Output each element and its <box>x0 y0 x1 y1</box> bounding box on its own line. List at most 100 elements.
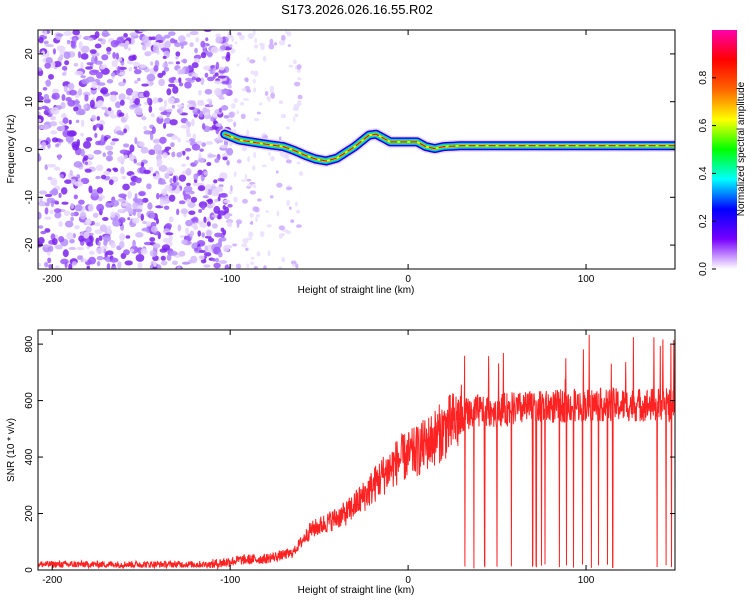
noise-speckle <box>110 200 120 207</box>
noise-speckle <box>246 129 250 136</box>
noise-speckle <box>38 211 42 220</box>
noise-speckle <box>45 79 52 87</box>
noise-speckle <box>191 118 195 127</box>
noise-speckle <box>109 257 119 263</box>
noise-speckle <box>127 190 132 199</box>
noise-speckle <box>212 201 216 207</box>
noise-speckle <box>166 254 172 262</box>
noise-speckle <box>214 80 222 85</box>
noise-speckle <box>44 164 48 171</box>
noise-speckle <box>286 186 293 190</box>
noise-speckle <box>179 235 185 239</box>
noise-speckle <box>153 261 157 268</box>
noise-speckle <box>84 161 89 165</box>
noise-speckle <box>286 31 292 37</box>
noise-speckle <box>97 241 101 247</box>
noise-speckle <box>219 144 229 149</box>
noise-speckle <box>235 263 242 269</box>
noise-speckle <box>204 72 209 78</box>
noise-speckle <box>196 140 203 146</box>
noise-speckle <box>110 211 116 218</box>
noise-speckle <box>221 80 230 85</box>
noise-speckle <box>257 198 262 202</box>
noise-speckle <box>138 191 146 197</box>
noise-speckle <box>166 167 175 175</box>
noise-speckle <box>68 263 73 269</box>
noise-speckle <box>213 262 221 269</box>
noise-speckle <box>51 238 58 246</box>
noise-speckle <box>296 209 300 214</box>
noise-speckle <box>211 223 218 229</box>
noise-speckle <box>160 111 168 116</box>
noise-speckle <box>97 100 104 107</box>
noise-speckle <box>253 265 258 269</box>
noise-speckle <box>64 179 72 184</box>
noise-speckle <box>198 255 205 261</box>
noise-speckle <box>38 190 48 195</box>
colorbar-ticks: 0.0 0.2 0.4 0.6 0.8 <box>698 70 716 276</box>
noise-speckle <box>167 97 176 103</box>
noise-speckle <box>60 258 69 265</box>
noise-speckle <box>135 253 145 262</box>
noise-speckle <box>88 250 95 255</box>
noise-speckle <box>172 85 179 94</box>
noise-speckle <box>261 164 267 168</box>
noise-speckle <box>157 264 162 269</box>
noise-speckle <box>100 89 108 94</box>
noise-speckle <box>77 255 83 260</box>
noise-speckle <box>117 261 122 269</box>
noise-speckle <box>89 49 97 54</box>
noise-speckle <box>61 124 65 132</box>
noise-speckle <box>221 55 226 60</box>
noise-speckle <box>80 148 85 157</box>
noise-speckle <box>240 113 246 120</box>
noise-speckle <box>123 128 127 134</box>
noise-speckle <box>85 226 92 233</box>
spectrogram-x-ticks: -200 -100 0 100 <box>42 30 595 285</box>
noise-speckle <box>119 72 126 76</box>
noise-speckle <box>289 206 292 210</box>
noise-speckle <box>172 175 177 183</box>
noise-speckle <box>249 221 253 225</box>
noise-speckle <box>217 210 227 216</box>
noise-speckle <box>125 112 129 121</box>
noise-speckle <box>280 34 286 42</box>
noise-speckle <box>50 107 60 115</box>
noise-speckle <box>182 150 186 156</box>
noise-speckle <box>180 125 189 129</box>
noise-speckle <box>38 91 43 97</box>
noise-speckle <box>130 104 139 108</box>
y-tick-label: 0 <box>24 146 35 152</box>
noise-speckle <box>178 250 186 257</box>
noise-speckle <box>105 155 113 162</box>
noise-speckle <box>218 96 225 100</box>
noise-speckle <box>134 137 138 145</box>
noise-speckle <box>66 39 71 45</box>
noise-speckle <box>182 58 188 64</box>
noise-speckle <box>215 122 223 127</box>
noise-speckle <box>298 171 304 177</box>
noise-speckle <box>80 132 84 137</box>
noise-speckle <box>106 51 111 55</box>
noise-speckle <box>100 134 105 143</box>
noise-speckle <box>285 230 292 235</box>
noise-speckle <box>119 240 125 249</box>
noise-speckle <box>157 72 164 79</box>
noise-speckle <box>176 151 182 158</box>
noise-speckle <box>63 85 68 93</box>
noise-speckle <box>166 88 172 96</box>
noise-speckle <box>270 92 275 99</box>
noise-speckle <box>135 177 142 184</box>
noise-speckle <box>70 202 75 210</box>
noise-speckle <box>253 70 259 77</box>
x-tick-label: -100 <box>220 575 240 586</box>
noise-speckle <box>217 196 221 202</box>
noise-speckle <box>66 232 74 240</box>
noise-speckle <box>38 142 42 147</box>
noise-speckle <box>185 168 192 176</box>
noise-speckle <box>62 117 69 124</box>
noise-speckle <box>58 192 62 198</box>
noise-speckle <box>250 70 255 75</box>
noise-speckle <box>61 65 68 71</box>
noise-speckle <box>119 233 126 241</box>
